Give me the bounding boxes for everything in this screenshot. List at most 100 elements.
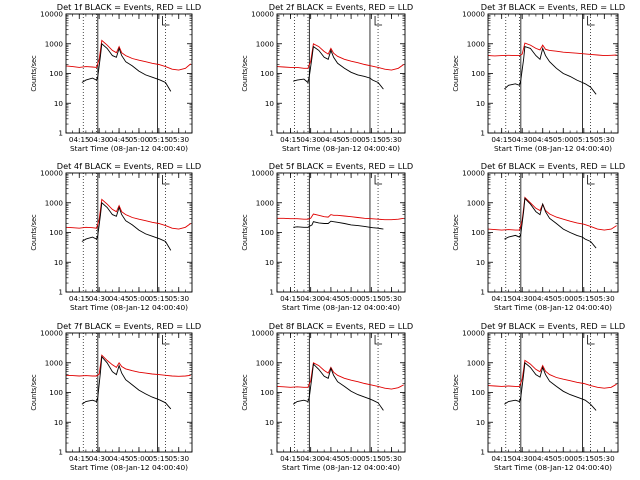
x-tick-label: 05:00 (129, 454, 150, 463)
x-tick-label: 04:30 (300, 135, 321, 144)
y-tick-label: 10000 (40, 169, 63, 178)
x-tick-label: 05:00 (341, 135, 362, 144)
y-tick-label: 1000 (467, 198, 486, 207)
x-tick-label: 05:15 (573, 454, 594, 463)
events-series-line (293, 45, 384, 90)
lld-series-line (277, 362, 404, 390)
x-tick-label: 04:15 (69, 135, 90, 144)
y-tick-label: 1 (269, 129, 274, 138)
x-axis-label: Start Time (08-Jan-12 04:00:40) (494, 463, 612, 472)
y-tick-label: 100 (471, 69, 485, 78)
x-tick-label: 04:45 (532, 294, 553, 303)
y-tick-label: 10000 (462, 329, 485, 338)
y-axis-label: Counts/sec (452, 214, 460, 251)
x-tick-label: 04:15 (69, 294, 90, 303)
y-tick-label: 100 (260, 388, 274, 397)
y-axis-label: Counts/sec (241, 374, 249, 411)
y-tick-label: 100 (49, 228, 63, 237)
attenuator-marker (162, 175, 170, 185)
lld-series-line (66, 354, 191, 377)
events-series-line (504, 361, 597, 411)
y-tick-label: 1 (58, 288, 63, 297)
y-tick-label: 10 (476, 418, 486, 427)
x-tick-label: 04:30 (512, 135, 533, 144)
y-tick-label: 1 (269, 448, 274, 457)
y-tick-label: 10 (54, 418, 64, 427)
x-tick-label: 04:45 (532, 454, 553, 463)
attenuator-marker (374, 335, 383, 345)
y-tick-label: 100 (471, 388, 485, 397)
events-series-line (81, 42, 172, 92)
y-axis-label: Counts/sec (241, 214, 249, 251)
y-axis-label: Counts/sec (30, 214, 38, 251)
events-series-line (81, 201, 172, 251)
y-tick-label: 10 (476, 258, 486, 267)
x-tick-label: 04:30 (89, 454, 110, 463)
chart-title: Det 5f BLACK = Events, RED = LLD (269, 161, 413, 171)
y-tick-label: 1000 (256, 358, 275, 367)
x-tick-label: 05:30 (168, 294, 189, 303)
x-tick-label: 05:30 (168, 454, 189, 463)
y-tick-label: 1000 (256, 39, 275, 48)
x-tick-label: 05:00 (553, 135, 574, 144)
y-tick-label: 100 (49, 388, 63, 397)
chart-panel-8: Det 8f BLACK = Events, RED = LLD 1 10 100 10… (241, 321, 413, 472)
x-tick-label: 04:15 (69, 454, 90, 463)
x-tick-label: 05:15 (573, 294, 594, 303)
lld-series-line (66, 39, 191, 71)
x-tick-label: 04:30 (512, 294, 533, 303)
x-tick-label: 05:00 (553, 454, 574, 463)
y-axis-label: Counts/sec (30, 55, 38, 92)
y-axis-label: Counts/sec (452, 55, 460, 92)
attenuator-marker (162, 16, 170, 26)
y-tick-label: 10000 (40, 10, 63, 19)
chart-panel-1: Det 1f BLACK = Events, RED = LLD 1 10 100 10… (30, 2, 201, 153)
chart-panel-5: Det 5f BLACK = Events, RED = LLD 1 10 100 10… (241, 161, 413, 312)
x-tick-label: 04:30 (300, 294, 321, 303)
x-tick-label: 04:30 (300, 454, 321, 463)
x-axis-label: Start Time (08-Jan-12 04:00:40) (70, 144, 188, 153)
y-tick-label: 10000 (251, 329, 274, 338)
x-tick-label: 04:30 (89, 135, 110, 144)
x-tick-label: 05:00 (129, 294, 150, 303)
y-tick-label: 10 (54, 99, 64, 108)
y-tick-label: 10 (265, 99, 275, 108)
x-tick-label: 04:30 (512, 454, 533, 463)
attenuator-marker (587, 175, 595, 185)
chart-panel-2: Det 2f BLACK = Events, RED = LLD 1 10 100 10… (241, 2, 413, 153)
plot-frame (65, 172, 193, 293)
x-tick-label: 05:30 (381, 454, 402, 463)
y-tick-label: 1 (480, 129, 485, 138)
x-axis-label: Start Time (08-Jan-12 04:00:40) (70, 463, 188, 472)
chart-title: Det 6f BLACK = Events, RED = LLD (481, 161, 625, 171)
y-tick-label: 1000 (256, 198, 275, 207)
lld-series-line (66, 198, 191, 230)
y-tick-label: 1 (269, 288, 274, 297)
x-axis-label: Start Time (08-Jan-12 04:00:40) (282, 144, 400, 153)
chart-panel-7: Det 7f BLACK = Events, RED = LLD 1 10 100 10… (30, 321, 201, 472)
y-tick-label: 1000 (467, 39, 486, 48)
y-tick-label: 10000 (462, 169, 485, 178)
attenuator-marker (587, 16, 595, 26)
x-tick-label: 04:15 (280, 454, 301, 463)
x-tick-label: 05:30 (594, 454, 615, 463)
attenuator-marker (162, 335, 170, 345)
x-tick-label: 04:15 (491, 135, 512, 144)
y-tick-label: 1 (480, 288, 485, 297)
events-series-line (292, 363, 384, 411)
x-axis-label: Start Time (08-Jan-12 04:00:40) (494, 144, 612, 153)
y-tick-label: 10000 (40, 329, 63, 338)
chart-panel-9: Det 9f BLACK = Events, RED = LLD 1 10 100 10… (452, 321, 625, 472)
y-tick-label: 1000 (45, 198, 64, 207)
x-tick-label: 04:30 (89, 294, 110, 303)
y-tick-label: 1000 (467, 358, 486, 367)
x-tick-label: 05:15 (361, 294, 382, 303)
events-series-line (293, 220, 384, 230)
x-tick-label: 05:15 (573, 135, 594, 144)
chart-panel-6: Det 6f BLACK = Events, RED = LLD 1 10 100 10… (452, 161, 625, 312)
y-tick-label: 10000 (462, 10, 485, 19)
chart-title: Det 8f BLACK = Events, RED = LLD (269, 321, 413, 331)
y-axis-label: Counts/sec (452, 374, 460, 411)
y-axis-label: Counts/sec (241, 55, 249, 92)
